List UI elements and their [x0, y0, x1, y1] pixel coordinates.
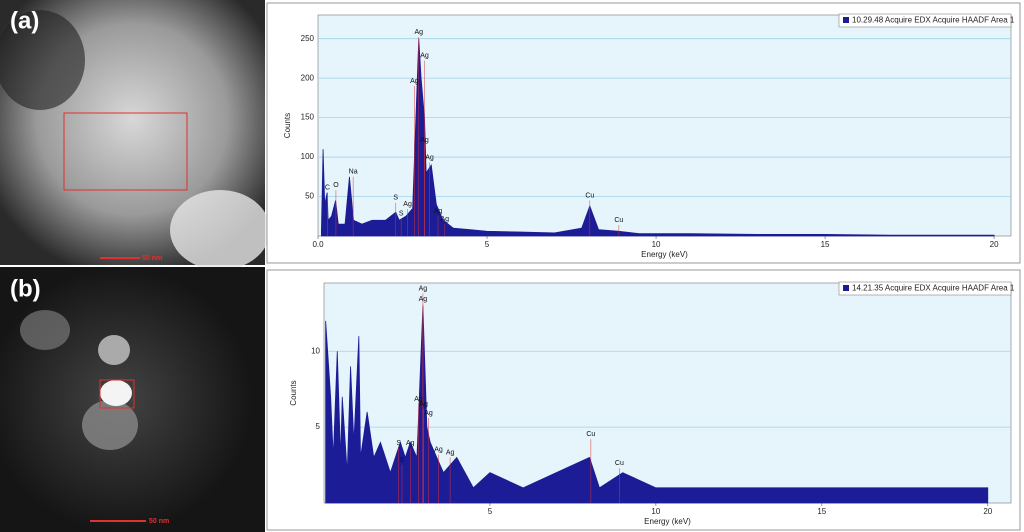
peak-label: Ag — [414, 29, 423, 36]
legend-box — [838, 281, 1012, 296]
particle — [82, 400, 138, 450]
peak-label: Ag — [446, 449, 455, 456]
legend-swatch — [843, 285, 849, 291]
y-tick-label: 100 — [301, 152, 315, 161]
y-axis-title: Counts — [289, 380, 298, 405]
y-tick-label: 50 — [305, 192, 314, 201]
legend-box — [838, 13, 1012, 28]
panel-label: (a) — [10, 7, 39, 34]
y-tick-label: 5 — [316, 422, 321, 431]
selection-box — [99, 379, 135, 409]
peak-label: Cu — [615, 460, 624, 467]
x-tick-label: 15 — [821, 240, 830, 249]
y-tick-label: 250 — [301, 34, 315, 43]
shadow — [0, 10, 85, 110]
peak-label: O — [333, 182, 339, 189]
particle — [100, 380, 132, 406]
micrograph — [0, 267, 265, 532]
legend-label: 10.29.48 Acquire EDX Acquire HAADF Area … — [852, 16, 1015, 25]
peak-label: Ag — [419, 401, 428, 408]
legend-label: 14.21.35 Acquire EDX Acquire HAADF Area … — [852, 284, 1015, 293]
x-tick-label: 10 — [651, 507, 660, 516]
x-tick-label: 0.0 — [312, 240, 324, 249]
peak-label: Ag — [410, 78, 419, 85]
selection-box — [63, 112, 188, 191]
x-axis-title: Energy (keV) — [641, 250, 688, 259]
spectrum — [325, 305, 989, 504]
scale-label: 50 nm — [142, 255, 162, 262]
peak-label: Ag — [419, 296, 428, 303]
peak-label: Ag — [414, 396, 423, 403]
peak-label: Ag — [434, 208, 443, 215]
peak-label: S — [399, 210, 404, 217]
y-tick-label: 150 — [301, 113, 315, 122]
y-tick-label: 10 — [311, 346, 320, 355]
peak-label: S — [396, 440, 401, 447]
y-tick-label: 200 — [301, 73, 315, 82]
particle — [20, 310, 70, 350]
scale-label: 50 nm — [149, 518, 169, 525]
y-axis-title: Counts — [283, 113, 292, 138]
x-axis-title: Energy (keV) — [644, 517, 691, 526]
peak-label: Ag — [434, 446, 443, 453]
peak-label: S — [393, 195, 398, 202]
peak-label: Cu — [586, 431, 595, 438]
x-tick-label: 5 — [485, 240, 490, 249]
peak-label: Cu — [614, 217, 623, 224]
peak-label: Ag — [420, 137, 429, 144]
peak-label: Ag — [403, 201, 412, 208]
peak-label: Ag — [419, 285, 428, 292]
panel-label: (b) — [10, 275, 41, 302]
peak-label: Cu — [585, 192, 594, 199]
peak-label: S — [400, 457, 405, 464]
peak-label: C — [325, 184, 330, 191]
peak-label: Ag — [420, 53, 429, 60]
particle — [98, 335, 130, 365]
peak-label: Ag — [425, 154, 434, 161]
peak-label: Ag — [406, 440, 415, 447]
x-tick-label: 5 — [488, 507, 493, 516]
x-tick-label: 20 — [983, 507, 992, 516]
legend-swatch — [843, 17, 849, 23]
x-tick-label: 15 — [817, 507, 826, 516]
peak-label: Ag — [424, 410, 433, 417]
x-tick-label: 20 — [990, 240, 999, 249]
peak-label: Ag — [440, 216, 449, 223]
peak-label: Na — [349, 169, 358, 176]
particle — [170, 190, 270, 270]
x-tick-label: 10 — [652, 240, 661, 249]
